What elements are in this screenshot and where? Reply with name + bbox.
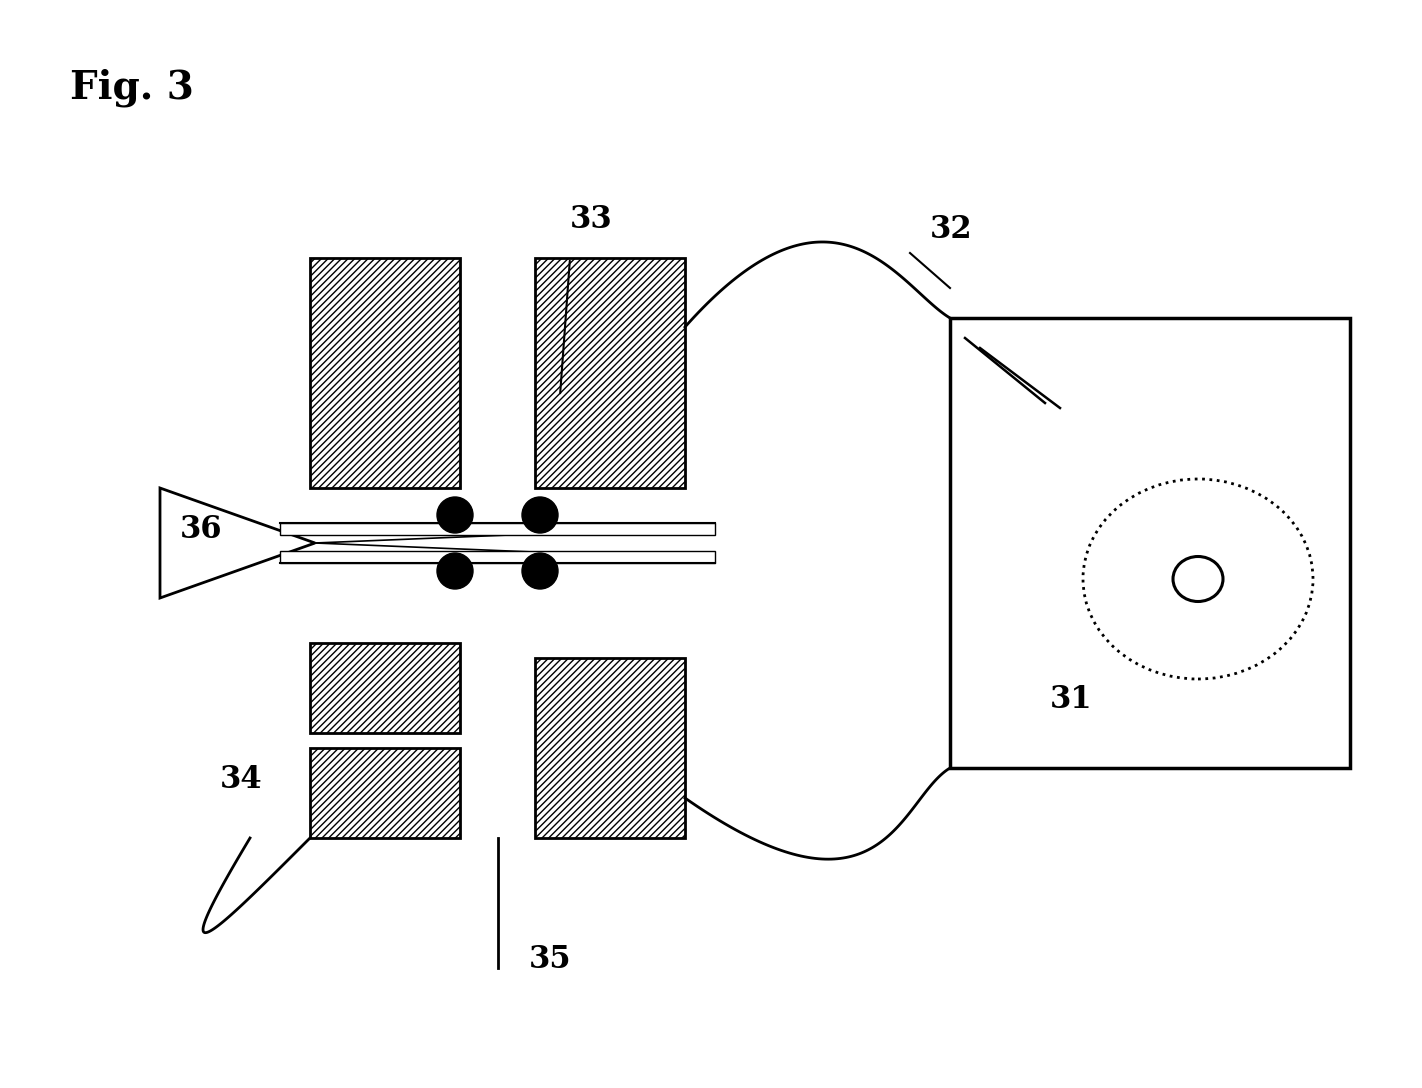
Circle shape xyxy=(522,553,557,589)
Circle shape xyxy=(437,553,474,589)
Bar xyxy=(310,643,459,733)
Circle shape xyxy=(437,497,474,533)
Bar xyxy=(535,258,685,489)
Bar xyxy=(310,258,459,489)
Text: 35: 35 xyxy=(529,944,572,975)
Text: 34: 34 xyxy=(220,764,263,795)
Bar xyxy=(280,523,715,535)
Text: 33: 33 xyxy=(570,205,613,235)
Text: 31: 31 xyxy=(1049,684,1092,715)
Bar xyxy=(950,318,1349,768)
Ellipse shape xyxy=(1173,556,1223,602)
Bar xyxy=(535,658,685,838)
Text: 36: 36 xyxy=(181,514,222,545)
Text: Fig. 3: Fig. 3 xyxy=(70,69,193,107)
Circle shape xyxy=(522,497,557,533)
Bar xyxy=(280,551,715,562)
Polygon shape xyxy=(161,489,316,598)
Text: 32: 32 xyxy=(930,214,973,245)
Bar xyxy=(310,749,459,838)
